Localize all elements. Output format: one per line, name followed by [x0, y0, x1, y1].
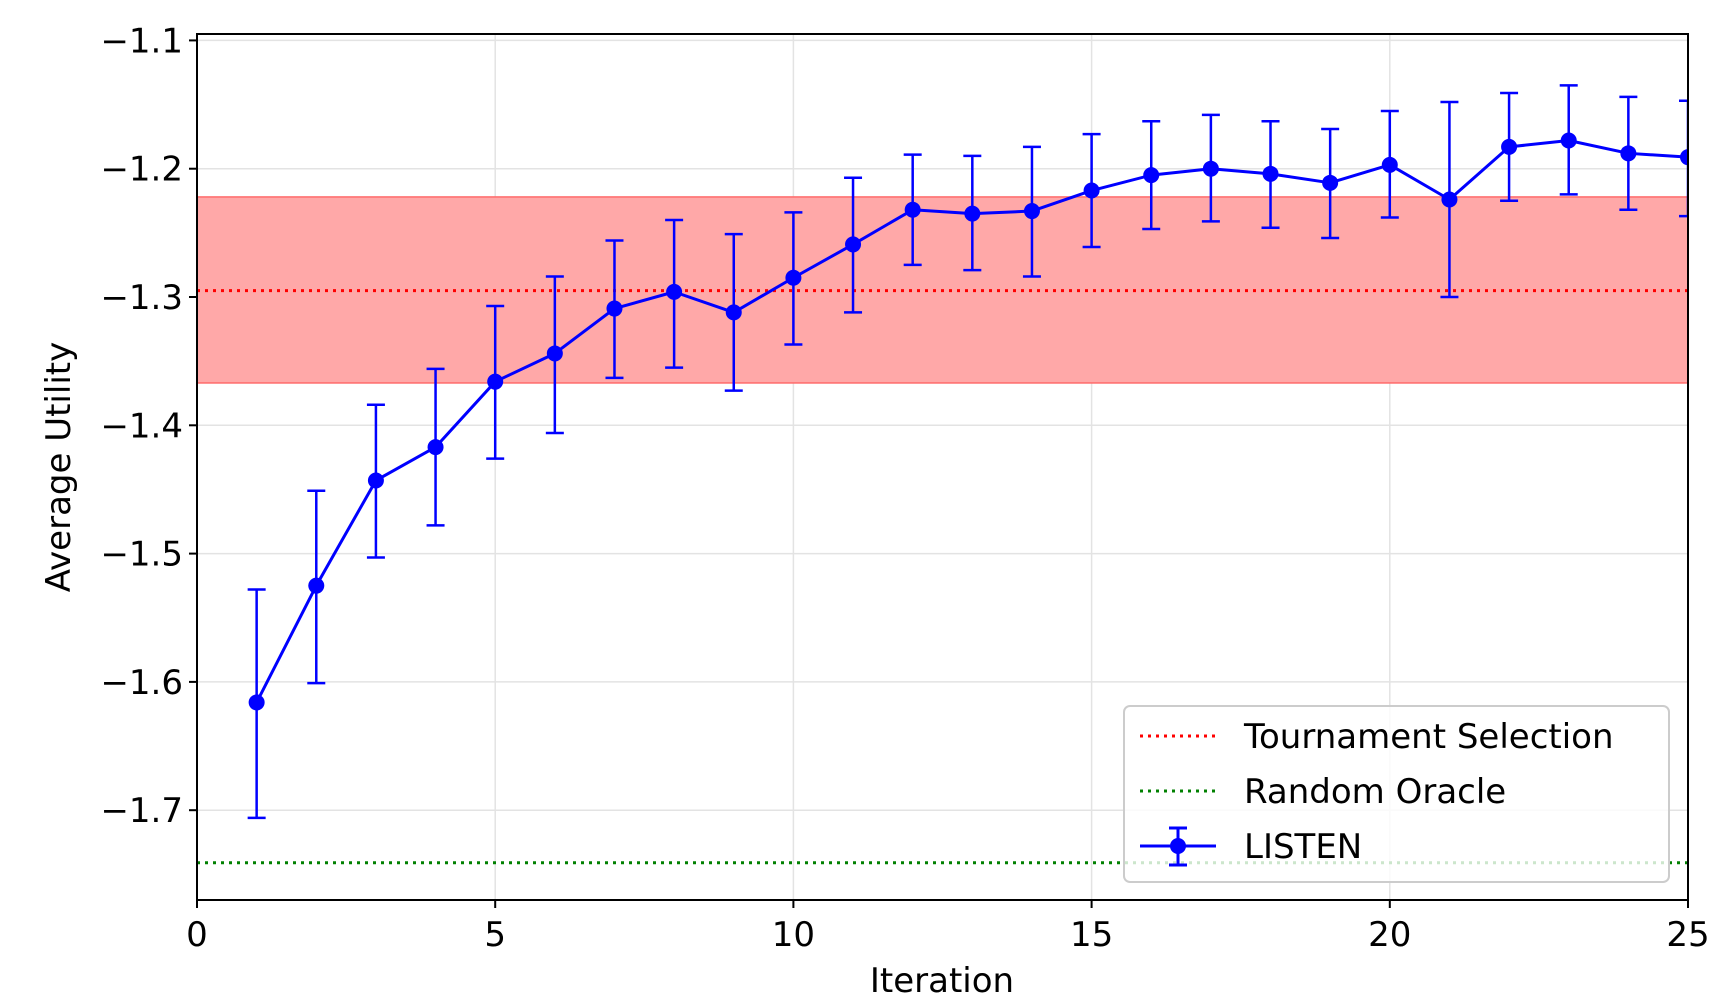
listen-point — [725, 304, 742, 321]
axis-ticks: 0 5 10 15 20 25 −1.7 −1.6 −1.5 −1.4 −1.3 −1.2 −1.1 — [100, 21, 1709, 955]
y-tick-label: −1.3 — [100, 278, 183, 318]
legend-tournament-selection-label: Tournament Selection — [1243, 717, 1614, 757]
legend: Tournament Selection Random Oracle LISTE… — [1123, 705, 1670, 883]
listen-point — [308, 577, 325, 594]
listen-point — [1262, 165, 1279, 182]
y-tick-label: −1.2 — [100, 150, 183, 190]
legend-listen-label: LISTEN — [1244, 827, 1362, 867]
listen-point — [248, 694, 265, 711]
listen-point — [666, 283, 683, 300]
series-layer — [247, 84, 1688, 820]
listen-point — [1202, 160, 1219, 177]
x-tick-label: 25 — [1666, 915, 1709, 955]
listen-point — [1560, 132, 1577, 149]
listen-point — [546, 345, 563, 362]
y-axis-label: Average Utility — [39, 342, 79, 592]
x-tick-label: 0 — [186, 915, 208, 955]
listen-point — [1680, 149, 1688, 166]
listen-point — [1023, 203, 1040, 220]
listen-point — [487, 373, 504, 390]
listen-point — [904, 201, 921, 218]
listen-point — [845, 236, 862, 253]
y-tick-label: −1.4 — [100, 406, 183, 446]
x-tick-label: 20 — [1368, 915, 1411, 955]
y-tick-label: −1.7 — [100, 791, 183, 831]
listen-point — [785, 269, 802, 286]
x-tick-label: 10 — [772, 915, 815, 955]
listen-point — [367, 472, 384, 489]
y-tick-label: −1.5 — [100, 535, 183, 575]
x-axis-label: Iteration — [870, 961, 1014, 1001]
listen-point — [1381, 156, 1398, 173]
listen-point — [1083, 182, 1100, 199]
x-tick-label: 5 — [484, 915, 506, 955]
y-tick-label: −1.1 — [100, 21, 183, 61]
listen-point — [964, 205, 981, 222]
y-tick-label: −1.6 — [100, 663, 183, 703]
legend-box — [1123, 705, 1670, 883]
plot-frame — [196, 33, 1689, 901]
listen-point — [427, 439, 444, 456]
x-tick-label: 15 — [1070, 915, 1113, 955]
listen-point — [1441, 191, 1458, 208]
listen-point — [1620, 145, 1637, 162]
listen-point — [1322, 174, 1339, 191]
legend-random-oracle-label: Random Oracle — [1244, 772, 1506, 812]
listen-point — [1143, 167, 1160, 184]
legend-listen-swatch — [1140, 826, 1216, 867]
listen-point — [606, 300, 623, 317]
listen-point — [1501, 138, 1518, 155]
